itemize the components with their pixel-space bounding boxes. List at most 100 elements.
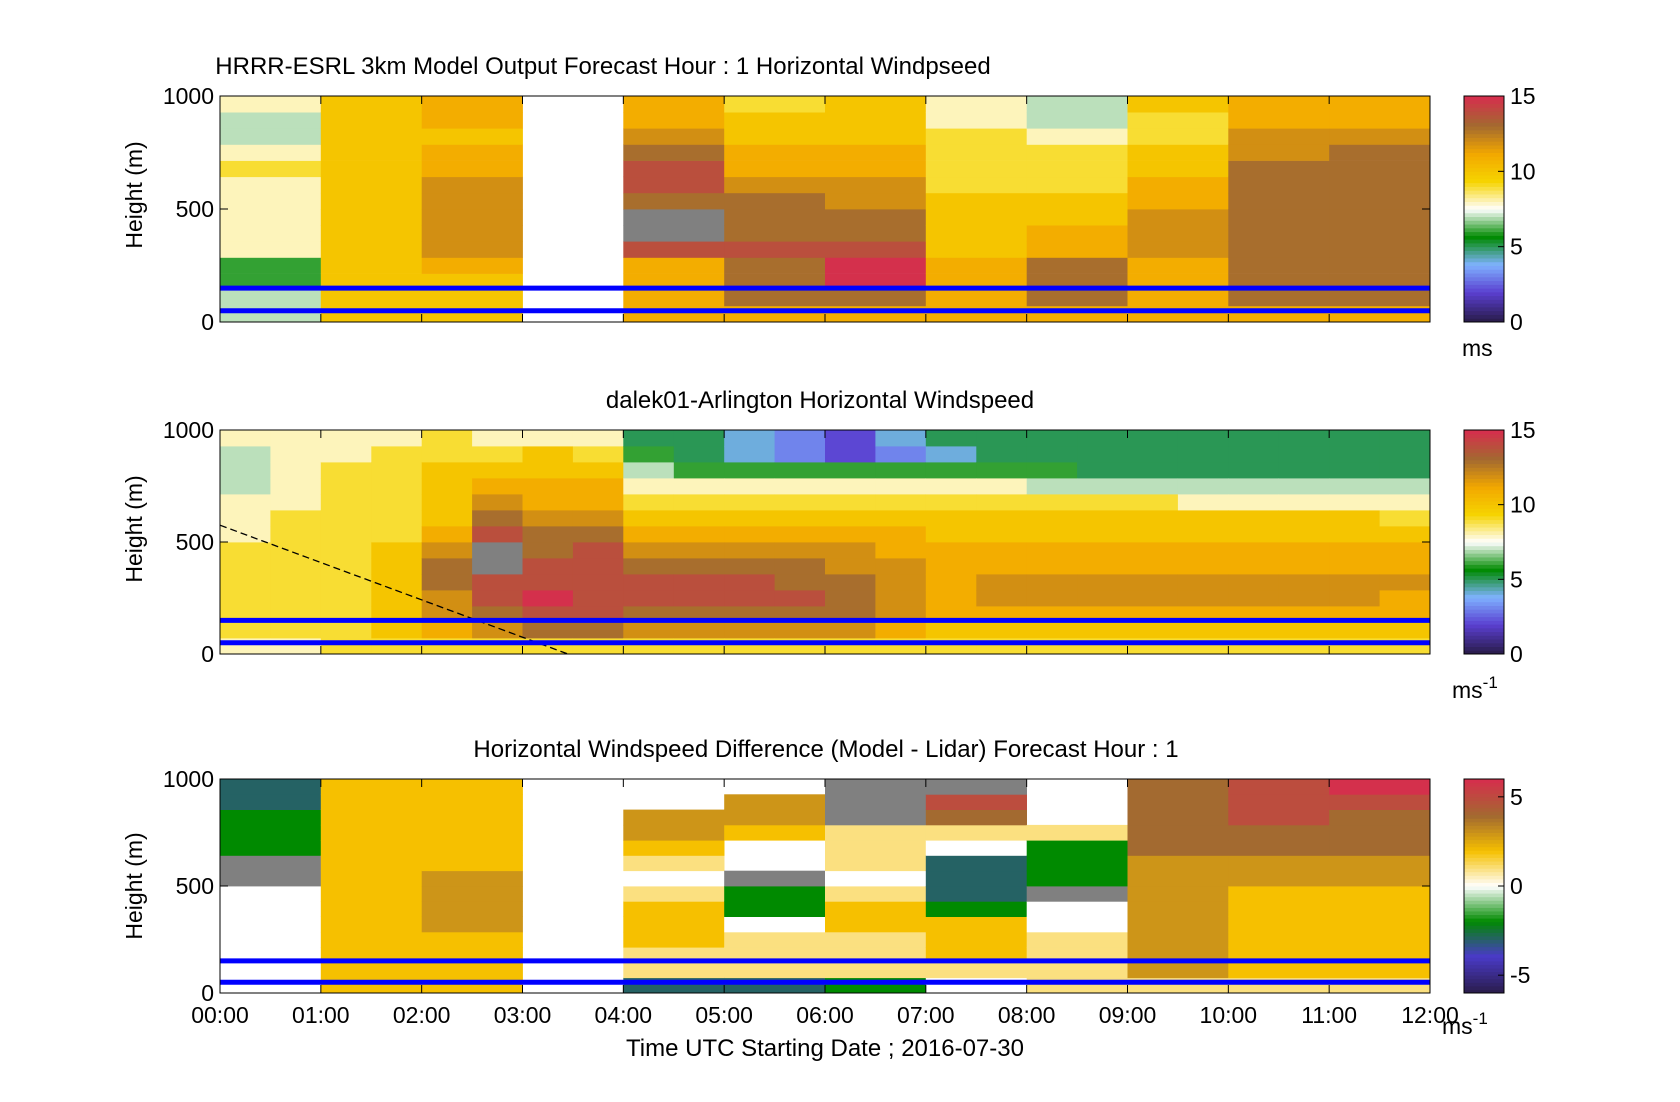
heatmap-cell xyxy=(1127,241,1229,258)
heatmap-cell xyxy=(623,824,725,841)
colorbar-swatch xyxy=(1464,975,1504,980)
heatmap-cell xyxy=(1329,590,1380,607)
colorbar-swatch xyxy=(1464,811,1504,816)
colorbar-swatch xyxy=(1464,284,1504,289)
heatmap-cell xyxy=(1329,526,1380,543)
heatmap-cell xyxy=(925,446,977,463)
colorbar-tick-label: 0 xyxy=(1510,309,1523,335)
colorbar-swatch xyxy=(1464,549,1504,554)
heatmap-cell xyxy=(320,257,422,274)
colorbar-swatch xyxy=(1464,152,1504,157)
heatmap-cell xyxy=(1127,257,1229,274)
heatmap-cell xyxy=(925,112,1027,129)
colorbar-swatch xyxy=(1464,978,1504,983)
heatmap-cell xyxy=(1329,931,1431,948)
heatmap-cell xyxy=(1228,96,1330,113)
colorbar-swatch xyxy=(1464,220,1504,225)
heatmap-cell xyxy=(1127,574,1179,591)
heatmap-cell xyxy=(673,478,725,495)
colorbar-swatch xyxy=(1464,269,1504,274)
heatmap-cell xyxy=(472,462,523,479)
heatmap-cell xyxy=(623,209,725,226)
colorbar-swatch xyxy=(1464,932,1504,937)
heatmap-cell xyxy=(421,840,523,856)
colorbar-swatch xyxy=(1464,821,1504,826)
heatmap-cell xyxy=(825,225,927,242)
heatmap-cell xyxy=(320,574,372,591)
heatmap-cell xyxy=(1329,128,1431,145)
colorbar-swatch xyxy=(1464,527,1504,532)
heatmap-cell xyxy=(925,478,977,495)
colorbar-swatch xyxy=(1464,160,1504,165)
x-tick-label: 05:00 xyxy=(695,1002,753,1028)
colorbar-swatch xyxy=(1464,609,1504,614)
heatmap-cell xyxy=(270,430,322,447)
heatmap-cell xyxy=(925,809,1027,826)
heatmap-cell xyxy=(673,446,725,463)
heatmap-cell xyxy=(1329,622,1380,639)
colorbar-swatch xyxy=(1464,126,1504,131)
colorbar-swatch xyxy=(1464,839,1504,844)
heatmap-cell xyxy=(220,257,322,274)
heatmap-cell xyxy=(673,622,725,639)
heatmap-cell xyxy=(1127,160,1229,178)
heatmap-cell xyxy=(825,794,927,810)
colorbar-swatch xyxy=(1464,265,1504,270)
heatmap-cell xyxy=(1379,574,1431,591)
heatmap-cell xyxy=(371,446,423,463)
x-tick-label: 01:00 xyxy=(292,1002,350,1028)
heatmap-cell xyxy=(925,779,1027,795)
heatmap-cell xyxy=(1177,558,1229,575)
colorbar-swatch xyxy=(1464,519,1504,524)
colorbar-swatch xyxy=(1464,594,1504,599)
heatmap-cell xyxy=(421,824,523,841)
heatmap-cell xyxy=(623,192,725,210)
heatmap-cell xyxy=(623,128,725,145)
heatmap-cell xyxy=(320,176,422,194)
heatmap-cell xyxy=(421,558,473,575)
panel-difference-y-ticks: 0 500 1000 xyxy=(163,766,1430,1006)
heatmap-cell xyxy=(925,257,1027,274)
colorbar-swatch xyxy=(1464,889,1504,894)
heatmap-cell xyxy=(320,824,422,841)
heatmap-cell xyxy=(1278,430,1330,447)
heatmap-cell xyxy=(1177,622,1229,639)
heatmap-cell xyxy=(774,446,826,463)
heatmap-cell xyxy=(1329,462,1380,479)
colorbar-swatch xyxy=(1464,122,1504,127)
heatmap-cell xyxy=(1077,526,1128,543)
heatmap-cell xyxy=(220,192,322,210)
heatmap-cell xyxy=(1127,128,1229,145)
heatmap-cell xyxy=(1278,478,1330,495)
heatmap-cell xyxy=(421,160,523,178)
colorbar-tick-label: 0 xyxy=(1510,873,1523,899)
colorbar-swatch xyxy=(1464,137,1504,142)
heatmap-cell xyxy=(472,590,523,607)
colorbar-swatch xyxy=(1464,950,1504,955)
heatmap-cell xyxy=(1026,510,1078,527)
heatmap-cell xyxy=(220,558,271,575)
heatmap-cell xyxy=(1026,289,1128,307)
heatmap-cell xyxy=(925,622,977,639)
colorbar-swatch xyxy=(1464,178,1504,184)
heatmap-cell xyxy=(1177,494,1229,511)
heatmap-cell xyxy=(875,446,927,463)
colorbar-swatch xyxy=(1464,928,1504,933)
heatmap-cell xyxy=(925,840,1027,856)
colorbar-swatch xyxy=(1464,921,1504,926)
heatmap-cell xyxy=(724,526,775,543)
heatmap-cell xyxy=(724,144,826,161)
colorbar-swatch xyxy=(1464,197,1504,202)
colorbar-swatch xyxy=(1464,818,1504,823)
heatmap-cell xyxy=(1077,622,1128,639)
colorbar-tick-label: 5 xyxy=(1510,234,1523,260)
colorbar-swatch xyxy=(1464,193,1504,199)
heatmap-cell xyxy=(825,289,927,307)
heatmap-cell xyxy=(925,128,1027,145)
colorbar-swatch xyxy=(1464,586,1504,592)
heatmap-cell xyxy=(1026,176,1128,194)
heatmap-cell xyxy=(1077,430,1128,447)
heatmap-cell xyxy=(1127,779,1229,795)
colorbar-swatch xyxy=(1464,235,1504,240)
x-tick-label: 10:00 xyxy=(1200,1002,1258,1028)
